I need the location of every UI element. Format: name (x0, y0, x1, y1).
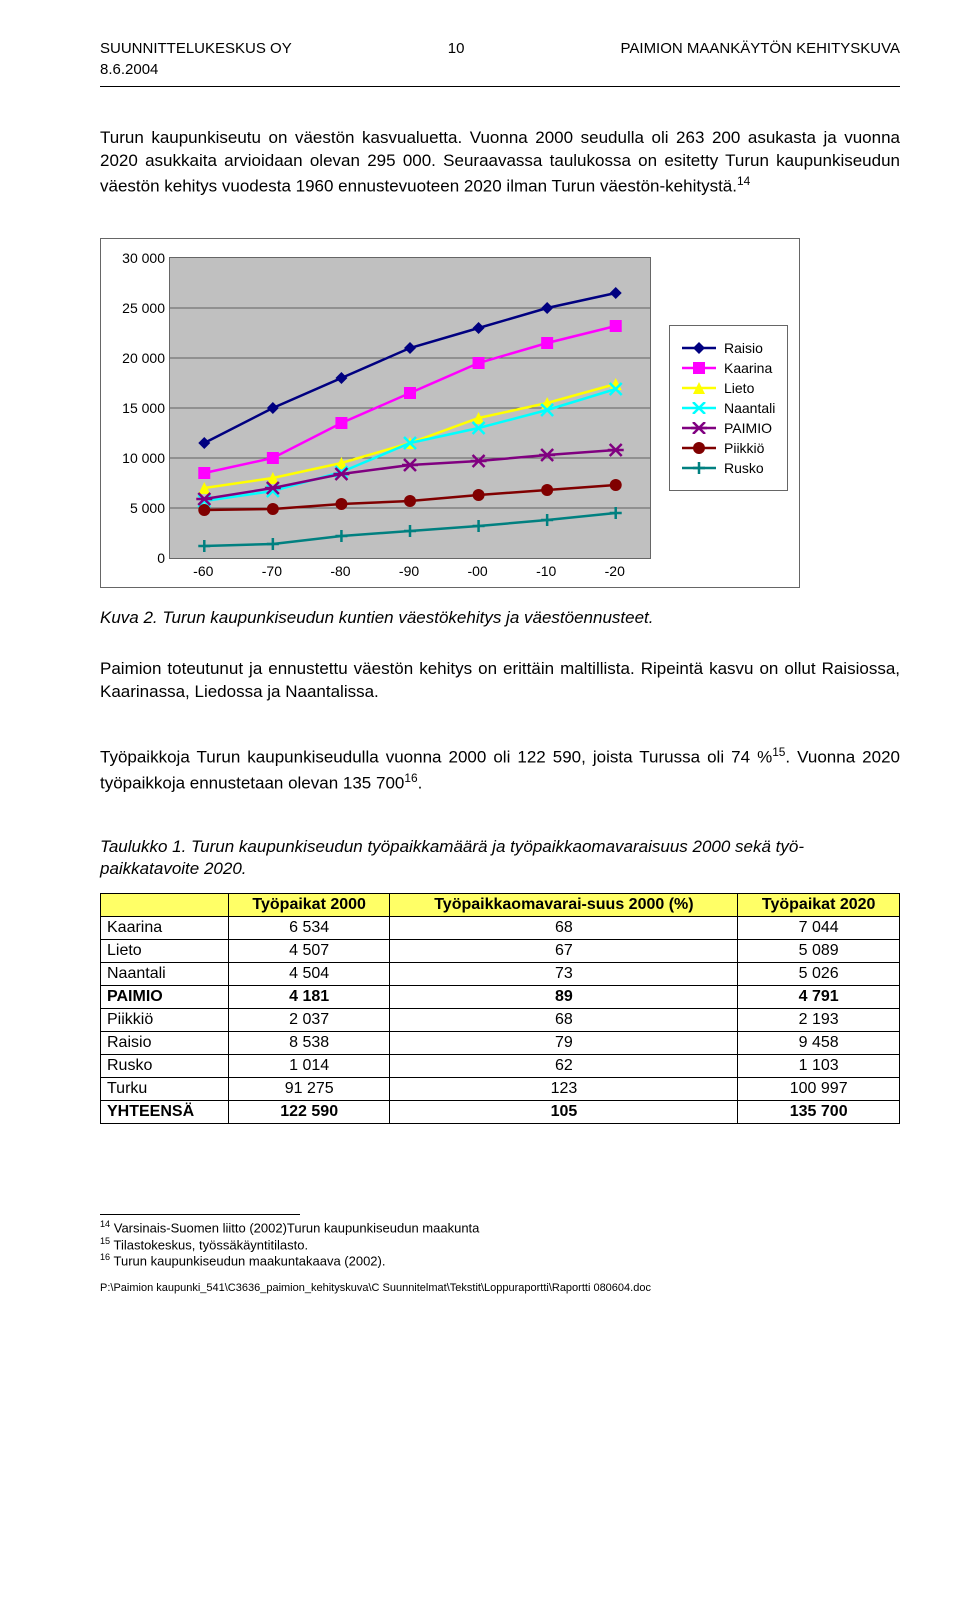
hdr-date: 8.6.2004 (100, 61, 900, 78)
table-row: Rusko1 014621 103 (101, 1055, 900, 1078)
legend-item: Naantali (682, 400, 775, 416)
chart-caption: Kuva 2. Turun kaupunkiseudun kuntien väe… (100, 608, 900, 628)
header-rule (100, 86, 900, 87)
legend-item: Lieto (682, 380, 775, 396)
footnotes: 14 Varsinais-Suomen liitto (2002)Turun k… (100, 1214, 300, 1268)
chart-plot-area: 05 00010 00015 00020 00025 00030 000 (169, 257, 651, 559)
jobs-table: Työpaikat 2000Työpaikkaomavarai-suus 200… (100, 893, 900, 1124)
legend-item: PAIMIO (682, 420, 775, 436)
hdr-right: PAIMION MAANKÄYTÖN KEHITYSKUVA (621, 40, 901, 57)
legend-item: Piikkiö (682, 440, 775, 456)
table-row: PAIMIO4 181894 791 (101, 986, 900, 1009)
chart-legend: Raisio Kaarina Lieto Naantali PAIMIO Piikkiö R… (669, 325, 788, 491)
hdr-page-num: 10 (448, 40, 465, 57)
hdr-left: SUUNNITTELUKESKUS OY (100, 40, 292, 57)
para-1: Turun kaupunkiseutu on väestön kasvualue… (100, 127, 900, 198)
legend-item: Kaarina (682, 360, 775, 376)
table-row: Piikkiö2 037682 193 (101, 1009, 900, 1032)
file-path: P:\Paimion kaupunki_541\C3636_paimion_ke… (100, 1282, 900, 1294)
population-chart: 05 00010 00015 00020 00025 00030 000 Rai… (100, 238, 800, 588)
x-axis-labels: -60-70-80-90-00-10-20 (169, 559, 649, 579)
para-2: Paimion toteutunut ja ennustettu väestön… (100, 658, 900, 704)
y-axis-labels: 05 00010 00015 00020 00025 00030 000 (115, 250, 165, 566)
table-row: YHTEENSÄ122 590105135 700 (101, 1101, 900, 1124)
table-row: Naantali4 504735 026 (101, 963, 900, 986)
table-row: Raisio8 538799 458 (101, 1032, 900, 1055)
table-row: Kaarina6 534687 044 (101, 917, 900, 940)
table-row: Turku91 275123100 997 (101, 1078, 900, 1101)
table-row: Lieto4 507675 089 (101, 940, 900, 963)
para-3: Työpaikkoja Turun kaupunkiseudulla vuonn… (100, 744, 900, 795)
chart-svg (170, 258, 650, 558)
legend-item: Raisio (682, 340, 775, 356)
table-title: Taulukko 1. Turun kaupunkiseudun työpaik… (100, 836, 900, 882)
page-header: SUUNNITTELUKESKUS OY 10 PAIMION MAANKÄYT… (100, 40, 900, 57)
legend-item: Rusko (682, 460, 775, 476)
